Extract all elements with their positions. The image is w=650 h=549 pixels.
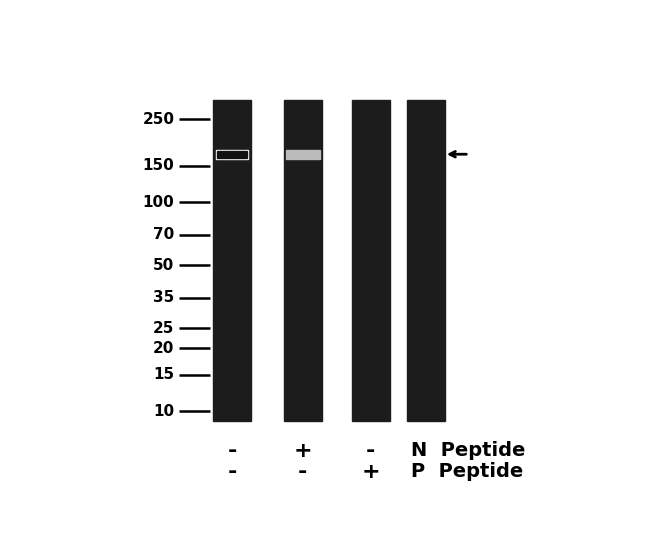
- Bar: [285, 149, 320, 159]
- Text: +: +: [294, 440, 312, 461]
- Text: 150: 150: [143, 158, 174, 173]
- Text: 10: 10: [153, 404, 174, 419]
- Text: -: -: [366, 440, 376, 461]
- Bar: [217, 151, 247, 158]
- Bar: [213, 100, 252, 421]
- Text: -: -: [227, 440, 237, 461]
- Text: 15: 15: [153, 367, 174, 382]
- Text: 35: 35: [153, 290, 174, 305]
- Text: N  Peptide: N Peptide: [411, 441, 526, 460]
- Text: +: +: [361, 462, 380, 481]
- Text: P  Peptide: P Peptide: [411, 462, 523, 481]
- Text: 25: 25: [153, 321, 174, 336]
- Text: 100: 100: [143, 195, 174, 210]
- Text: 50: 50: [153, 258, 174, 273]
- Bar: [216, 149, 248, 159]
- Text: 20: 20: [153, 341, 174, 356]
- Bar: [408, 100, 445, 421]
- Bar: [284, 100, 322, 421]
- Text: -: -: [298, 462, 307, 481]
- Text: 70: 70: [153, 227, 174, 242]
- Text: -: -: [227, 462, 237, 481]
- Text: 250: 250: [142, 112, 174, 127]
- Bar: [352, 100, 390, 421]
